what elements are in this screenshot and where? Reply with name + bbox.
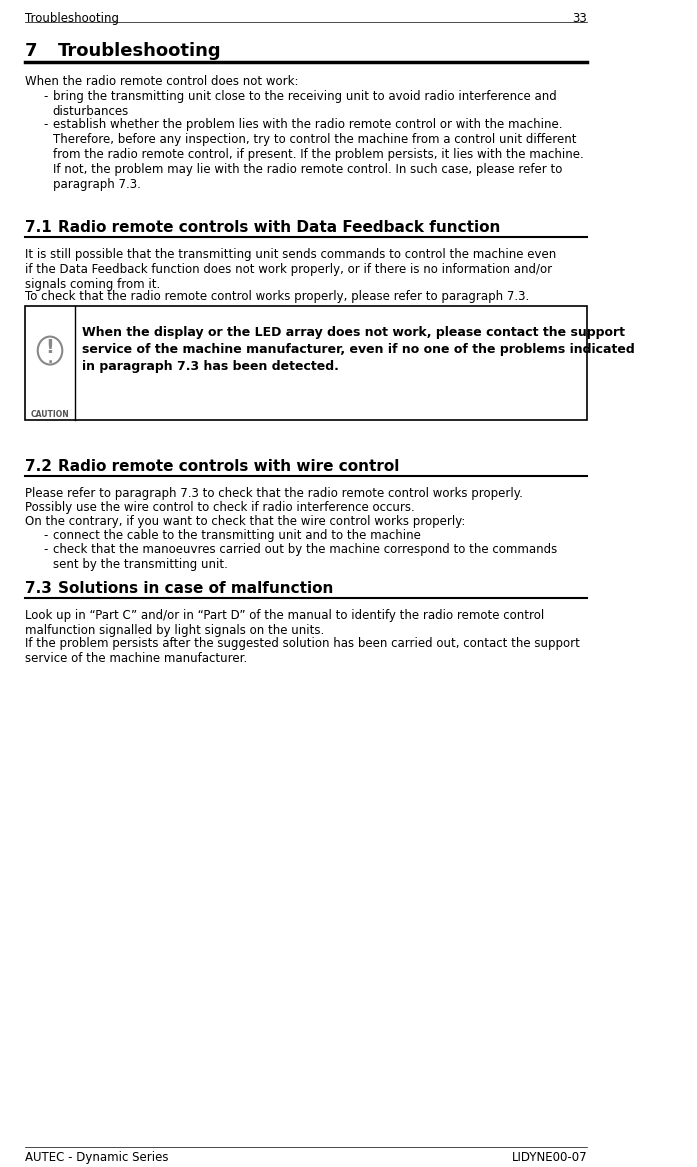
- Circle shape: [38, 336, 62, 364]
- Text: Please refer to paragraph 7.3 to check that the radio remote control works prope: Please refer to paragraph 7.3 to check t…: [24, 488, 523, 501]
- Text: 7.1: 7.1: [24, 219, 52, 235]
- Text: If the problem persists after the suggested solution has been carried out, conta: If the problem persists after the sugges…: [24, 637, 579, 665]
- Text: -: -: [44, 90, 48, 103]
- Text: It is still possible that the transmitting unit sends commands to control the ma: It is still possible that the transmitti…: [24, 247, 556, 291]
- Text: .: .: [47, 351, 53, 365]
- Text: When the display or the LED array does not work, please contact the support
serv: When the display or the LED array does n…: [82, 326, 635, 372]
- FancyBboxPatch shape: [24, 306, 587, 420]
- Text: 33: 33: [572, 12, 587, 25]
- Text: Radio remote controls with wire control: Radio remote controls with wire control: [58, 460, 399, 475]
- Text: connect the cable to the transmitting unit and to the machine: connect the cable to the transmitting un…: [53, 530, 420, 543]
- Text: 7.2: 7.2: [24, 460, 52, 475]
- Text: CAUTION: CAUTION: [31, 411, 70, 419]
- Text: When the radio remote control does not work:: When the radio remote control does not w…: [24, 75, 298, 88]
- Text: Troubleshooting: Troubleshooting: [58, 42, 222, 60]
- Text: establish whether the problem lies with the radio remote control or with the mac: establish whether the problem lies with …: [53, 118, 583, 191]
- Text: Solutions in case of malfunction: Solutions in case of malfunction: [58, 581, 333, 596]
- Text: !: !: [45, 338, 54, 357]
- Text: AUTEC - Dynamic Series: AUTEC - Dynamic Series: [24, 1151, 168, 1163]
- Text: check that the manoeuvres carried out by the machine correspond to the commands
: check that the manoeuvres carried out by…: [53, 544, 557, 572]
- Text: bring the transmitting unit close to the receiving unit to avoid radio interfere: bring the transmitting unit close to the…: [53, 90, 556, 118]
- Text: -: -: [44, 530, 48, 543]
- Text: 7.3: 7.3: [24, 581, 52, 596]
- Text: Radio remote controls with Data Feedback function: Radio remote controls with Data Feedback…: [58, 219, 500, 235]
- Text: LIDYNE00-07: LIDYNE00-07: [512, 1151, 587, 1163]
- Text: To check that the radio remote control works properly, please refer to paragraph: To check that the radio remote control w…: [24, 289, 529, 302]
- Text: 7: 7: [24, 42, 37, 60]
- Text: Possibly use the wire control to check if radio interference occurs.: Possibly use the wire control to check i…: [24, 502, 414, 515]
- Text: Look up in “Part C” and/or in “Part D” of the manual to identify the radio remot: Look up in “Part C” and/or in “Part D” o…: [24, 609, 544, 637]
- Text: -: -: [44, 118, 48, 131]
- Text: On the contrary, if you want to check that the wire control works properly:: On the contrary, if you want to check th…: [24, 516, 465, 529]
- Text: Troubleshooting: Troubleshooting: [24, 12, 118, 25]
- Text: -: -: [44, 544, 48, 557]
